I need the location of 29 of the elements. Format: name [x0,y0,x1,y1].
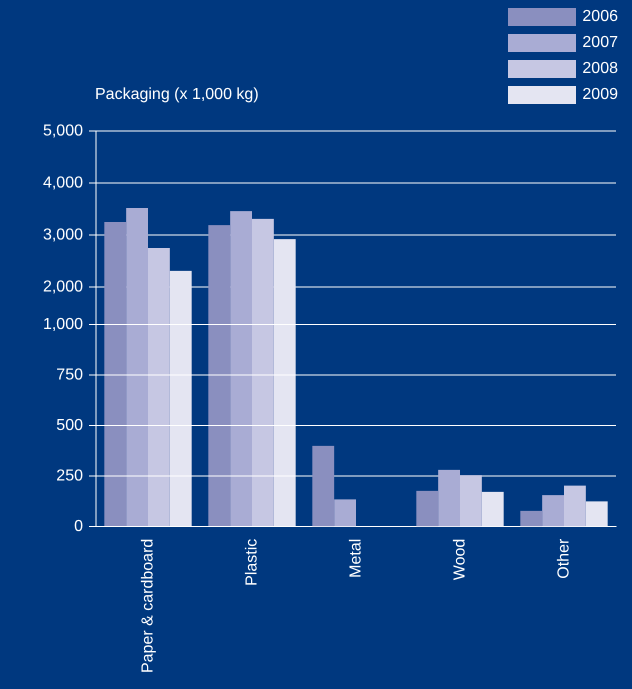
y-tick-label: 5,000 [42,122,84,140]
bar [564,486,586,526]
x-tick-label: Wood [451,538,468,580]
y-tick-label: 500 [56,417,84,434]
y-axis-title: Packaging (x 1,000 kg) [95,86,259,104]
legend-label: 2007 [582,34,618,52]
y-tick-label: 250 [56,468,84,485]
legend-label: 2006 [582,8,618,26]
legend-label: 2008 [582,60,618,78]
legend-label: 2009 [582,86,618,104]
bar [416,490,438,526]
y-tick-label: 3,000 [42,226,84,244]
y-tick-label: 4,000 [42,174,84,192]
y-tick-label: 2,000 [42,278,84,296]
bar [438,470,460,526]
bar [520,510,542,526]
bar [542,495,564,526]
x-tick-label: Paper & cardboard [139,538,156,674]
y-tick-label: 750 [56,366,84,384]
bar [460,475,482,526]
bar [312,446,334,526]
x-tick-label: Metal [347,538,364,578]
bar [334,499,356,526]
bar [586,501,608,526]
x-tick-label: Plastic [243,538,260,586]
bar [482,492,504,526]
x-tick-label: Other [555,538,572,579]
y-tick-label: 1,000 [42,316,84,334]
y-tick-label: 0 [74,518,84,536]
